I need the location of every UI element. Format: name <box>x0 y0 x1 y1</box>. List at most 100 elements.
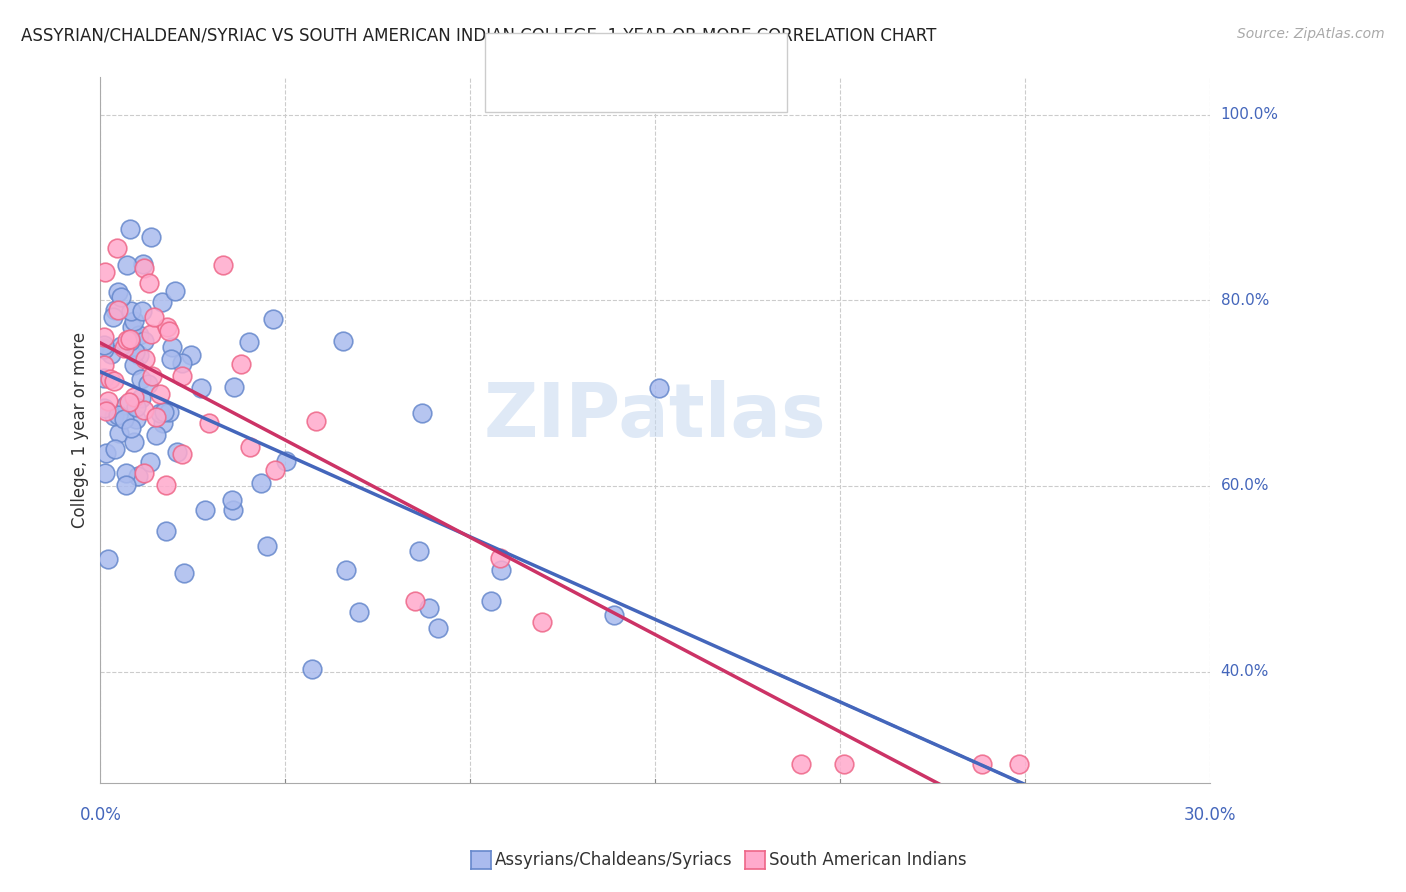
Text: 42: 42 <box>669 80 693 98</box>
Text: Assyrians/Chaldeans/Syriacs: Assyrians/Chaldeans/Syriacs <box>495 851 733 869</box>
Point <box>198 416 221 430</box>
Point <box>250 476 273 491</box>
Point <box>479 593 502 607</box>
Text: 60.0%: 60.0% <box>1220 478 1270 493</box>
Point <box>117 395 139 409</box>
Point <box>138 277 160 291</box>
Point <box>647 381 669 395</box>
Point <box>131 304 153 318</box>
Point <box>131 372 153 386</box>
Point <box>229 357 252 371</box>
Point <box>124 344 146 359</box>
Point <box>832 757 855 772</box>
Point <box>124 314 146 328</box>
Point <box>122 358 145 372</box>
Point <box>132 402 155 417</box>
Point <box>103 409 125 423</box>
Point <box>132 466 155 480</box>
Point <box>145 428 167 442</box>
Text: 40.0%: 40.0% <box>1220 664 1270 679</box>
Point <box>238 334 260 349</box>
Point <box>153 405 176 419</box>
Point <box>103 374 125 388</box>
Point <box>128 328 150 343</box>
Point <box>121 320 143 334</box>
Point <box>122 390 145 404</box>
Point <box>100 347 122 361</box>
Point <box>115 333 138 347</box>
Point <box>93 342 115 356</box>
Point <box>222 380 245 394</box>
Point <box>122 435 145 450</box>
Point <box>170 356 193 370</box>
Point <box>134 334 156 348</box>
Point <box>972 757 994 772</box>
Point <box>160 340 183 354</box>
Point <box>404 594 426 608</box>
Point <box>301 662 323 676</box>
Point <box>132 257 155 271</box>
Point <box>112 341 135 355</box>
Point <box>131 391 153 405</box>
Point <box>120 221 142 235</box>
Text: South American Indians: South American Indians <box>769 851 967 869</box>
Point <box>94 446 117 460</box>
Point <box>120 333 142 347</box>
Point <box>262 311 284 326</box>
Text: -0.236: -0.236 <box>569 80 628 98</box>
Text: R =: R = <box>531 80 568 98</box>
Point <box>115 398 138 412</box>
Point <box>263 463 285 477</box>
Point <box>107 285 129 299</box>
Y-axis label: College, 1 year or more: College, 1 year or more <box>72 332 89 528</box>
Point <box>426 622 449 636</box>
Point <box>170 368 193 383</box>
Point <box>332 334 354 348</box>
Point <box>304 414 326 428</box>
Point <box>97 394 120 409</box>
Text: 100.0%: 100.0% <box>1220 107 1278 122</box>
Point <box>221 492 243 507</box>
Point <box>110 338 132 352</box>
Point <box>145 409 167 424</box>
Point <box>104 442 127 456</box>
Point <box>180 348 202 362</box>
Point <box>603 608 626 623</box>
Point <box>157 405 180 419</box>
Point <box>143 310 166 324</box>
Text: N =: N = <box>623 80 671 98</box>
Text: R =: R = <box>531 45 568 62</box>
Text: ZIPatlas: ZIPatlas <box>484 380 827 452</box>
Point <box>256 540 278 554</box>
Point <box>418 600 440 615</box>
Point <box>141 368 163 383</box>
Point <box>94 466 117 480</box>
Point <box>1008 757 1031 772</box>
Point <box>212 258 235 272</box>
Point <box>276 454 298 468</box>
Point <box>165 285 187 299</box>
Point <box>93 401 115 416</box>
Point <box>152 416 174 430</box>
Point <box>125 411 148 425</box>
Point <box>335 563 357 577</box>
Point <box>347 605 370 619</box>
Point <box>101 310 124 325</box>
Point <box>194 503 217 517</box>
Point <box>408 544 430 558</box>
Point <box>120 421 142 435</box>
Point <box>118 334 141 348</box>
Point <box>489 551 512 566</box>
Point <box>120 304 142 318</box>
Point <box>157 324 180 338</box>
Point <box>114 467 136 481</box>
Point <box>156 320 179 334</box>
Point <box>110 290 132 304</box>
Point <box>149 406 172 420</box>
Point <box>190 381 212 395</box>
Text: N =: N = <box>623 45 671 62</box>
Text: 0.0%: 0.0% <box>79 806 121 824</box>
Point <box>132 260 155 275</box>
Point <box>173 566 195 581</box>
Point <box>411 406 433 420</box>
